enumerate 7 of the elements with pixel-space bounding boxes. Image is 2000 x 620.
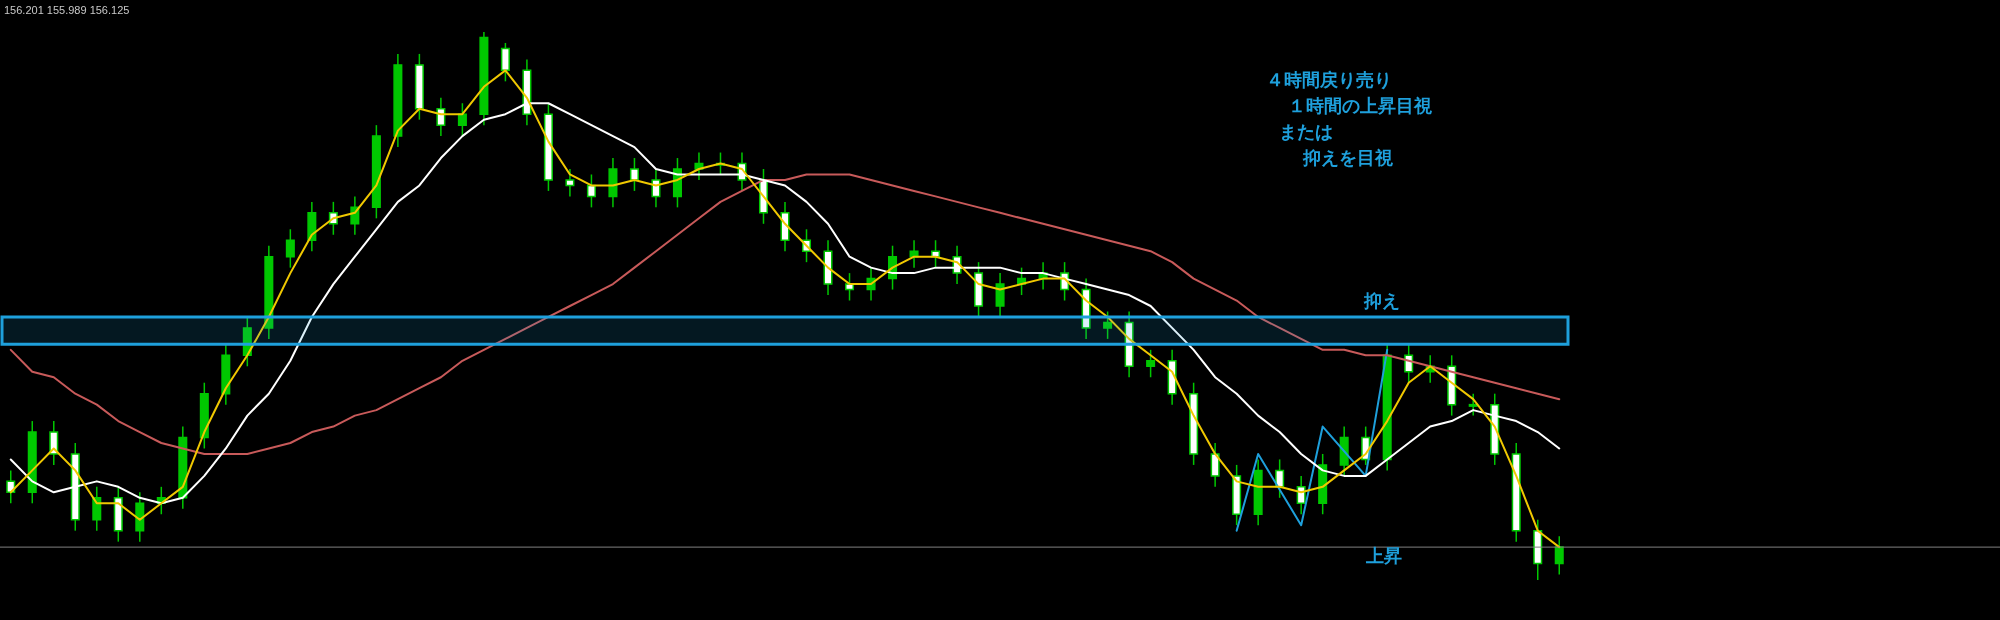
band-label: 抑え <box>1362 290 1400 311</box>
annotation: ４時間戻り売り <box>1266 70 1392 90</box>
annotation: 抑えを目視 <box>1302 148 1393 168</box>
annotation: または <box>1279 122 1333 142</box>
annotation: 上昇 <box>1365 546 1402 566</box>
annotation: １時間の上昇目視 <box>1288 96 1432 116</box>
text: 156.201 155.989 156.125 <box>4 4 130 16</box>
